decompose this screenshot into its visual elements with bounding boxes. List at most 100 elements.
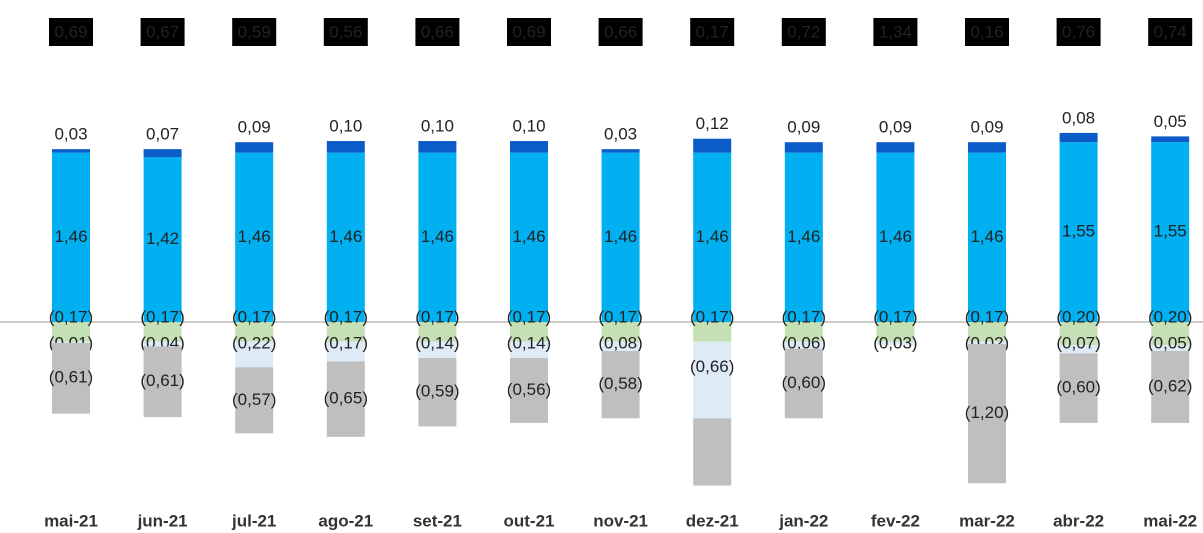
data-label: (0,17) — [965, 307, 1009, 326]
data-label: (0,06) — [782, 333, 826, 352]
data-label: 1,55 — [1062, 222, 1095, 241]
data-label: (0,17) — [598, 307, 642, 326]
data-label: 1,46 — [787, 227, 820, 246]
bar-segment — [143, 341, 182, 347]
bar-segment — [1151, 322, 1190, 346]
bar-segment — [418, 322, 457, 342]
total-label: 0,72 — [787, 22, 820, 41]
data-label: (0,05) — [1148, 333, 1192, 352]
bar-segment — [876, 322, 915, 342]
total-box — [232, 18, 277, 46]
x-tick-label: jan-22 — [778, 511, 828, 530]
total-label: 0,59 — [238, 22, 271, 41]
bar-segment — [418, 141, 457, 153]
data-label: 1,46 — [604, 227, 637, 246]
bar-segment — [235, 341, 274, 368]
total-label: 0,17 — [696, 22, 729, 41]
data-label: 0,05 — [1154, 112, 1187, 131]
bar-segment — [968, 152, 1006, 322]
bar-segment — [601, 341, 640, 351]
bar-segment — [1151, 142, 1190, 322]
data-label: 0,08 — [1062, 108, 1095, 127]
bar-segment — [143, 322, 182, 342]
bar-segment — [693, 341, 732, 419]
bar-segment — [1151, 136, 1190, 143]
total-box — [598, 18, 643, 46]
bar-segment — [693, 418, 732, 486]
data-label: 0,10 — [421, 117, 454, 136]
data-label: 0,09 — [787, 118, 820, 137]
x-tick-label: nov-21 — [593, 511, 648, 530]
bar-segment — [418, 341, 457, 358]
data-label: (0,57) — [232, 390, 276, 409]
total-box — [415, 18, 460, 46]
data-label: (0,17) — [690, 307, 734, 326]
bar-segment — [1059, 322, 1098, 346]
data-label: (0,17) — [324, 307, 368, 326]
data-label: (0,59) — [415, 382, 459, 401]
bar-segment — [1059, 345, 1098, 354]
total-label: 0,67 — [146, 22, 179, 41]
bar-segment — [418, 357, 457, 427]
bar-segment — [510, 141, 548, 153]
bar-segment — [52, 149, 90, 153]
x-tick-label: mai-22 — [1143, 511, 1197, 530]
data-label: 1,46 — [329, 227, 362, 246]
bar-segment — [326, 141, 365, 153]
data-label: 0,09 — [238, 118, 271, 137]
data-label: 1,42 — [146, 229, 179, 248]
data-label: 1,46 — [54, 227, 87, 246]
bar-segment — [510, 357, 548, 423]
bar-segment — [601, 322, 640, 342]
bar-segment — [1059, 353, 1098, 423]
bar-segment — [968, 142, 1006, 153]
bar-segment — [968, 322, 1006, 342]
total-box — [140, 18, 185, 46]
total-label: 0,16 — [970, 22, 1003, 41]
data-label: (0,17) — [415, 307, 459, 326]
bar-segment — [510, 152, 548, 322]
total-label: 0,66 — [421, 22, 454, 41]
data-label: 1,46 — [970, 227, 1003, 246]
data-label: 0,03 — [54, 125, 87, 144]
bar-segment — [601, 152, 640, 322]
bar-segment — [235, 322, 274, 342]
bar-segment — [326, 341, 365, 362]
bar-segment — [693, 138, 732, 153]
bar-segment — [235, 152, 274, 322]
data-label: 0,07 — [146, 125, 179, 144]
total-label: 0,69 — [512, 22, 545, 41]
x-tick-label: jun-21 — [137, 511, 188, 530]
x-tick-label: set-21 — [413, 511, 462, 530]
total-box — [690, 18, 735, 46]
total-box — [873, 18, 918, 46]
data-label: (0,20) — [1148, 307, 1192, 326]
bar-segment — [601, 351, 640, 419]
data-label: (0,58) — [598, 374, 642, 393]
data-label: (0,17) — [873, 307, 917, 326]
bar-segment — [143, 157, 182, 322]
bar-segment — [693, 322, 732, 342]
bar-segment — [876, 142, 915, 153]
bar-segment — [1059, 142, 1098, 322]
data-label: (0,17) — [49, 307, 93, 326]
data-label: (0,61) — [140, 371, 184, 390]
x-tick-label: mai-21 — [44, 511, 98, 530]
data-label: (0,56) — [507, 380, 551, 399]
bar-segment — [876, 341, 915, 346]
total-label: 0,74 — [1154, 22, 1187, 41]
total-box — [1148, 18, 1193, 46]
bar-segment — [418, 152, 457, 322]
data-label: 1,46 — [421, 227, 454, 246]
data-label: (0,07) — [1056, 333, 1100, 352]
data-label: (0,22) — [232, 333, 276, 352]
bar-segment — [52, 341, 90, 343]
bar-segment — [52, 342, 90, 414]
total-label: 0,66 — [604, 22, 637, 41]
x-tick-label: ago-21 — [318, 511, 373, 530]
data-label: (0,17) — [782, 307, 826, 326]
x-tick-label: abr-22 — [1053, 511, 1104, 530]
bar-segment — [1151, 351, 1190, 423]
bar-segment — [52, 152, 90, 322]
